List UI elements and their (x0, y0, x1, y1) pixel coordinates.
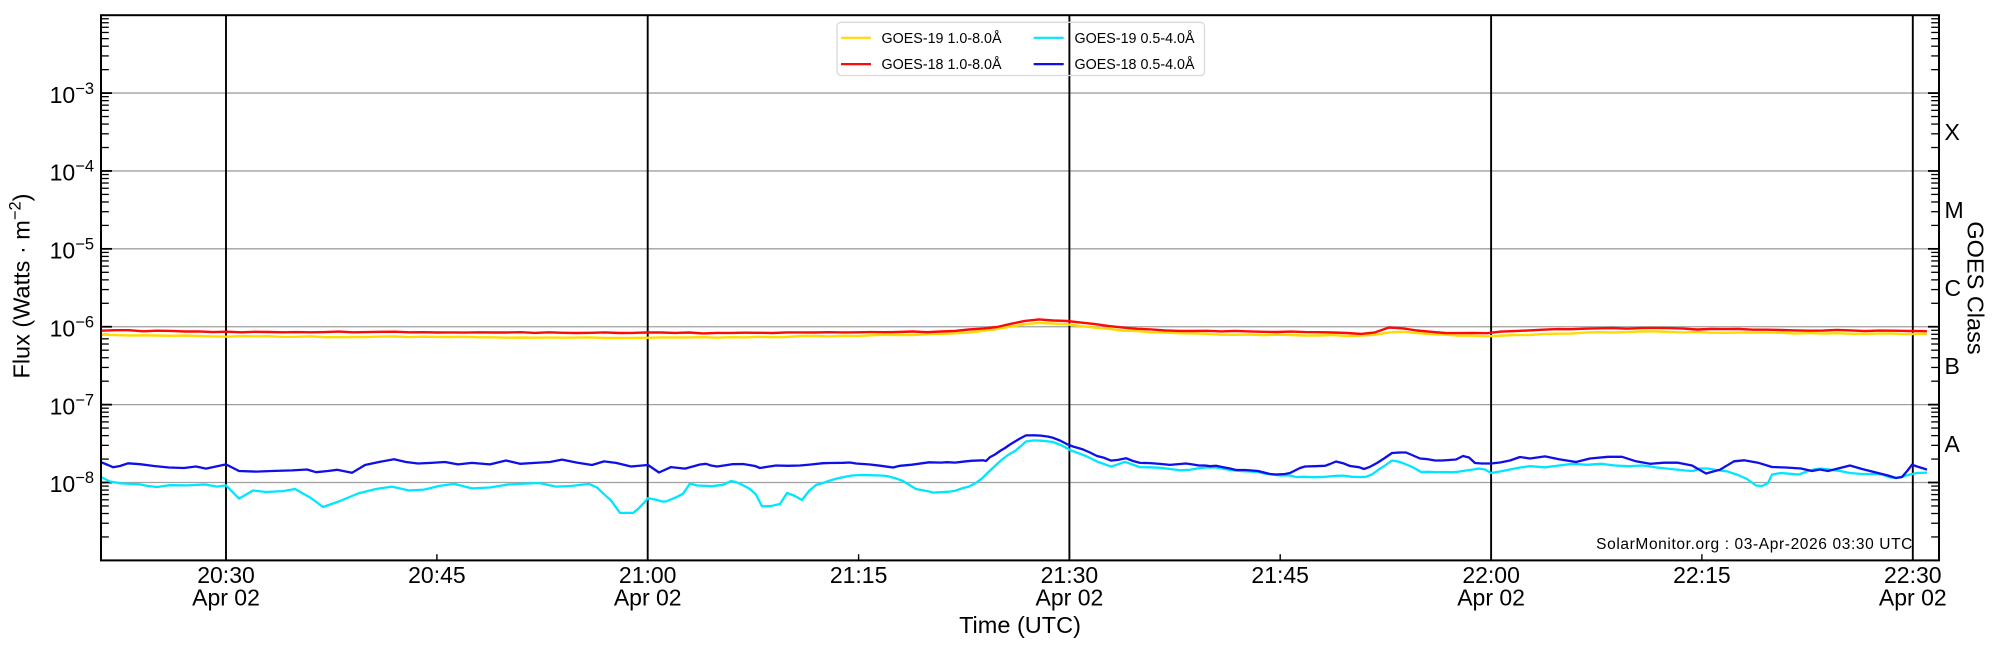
svg-text:21:45: 21:45 (1251, 562, 1309, 588)
svg-text:SolarMonitor.org : 03-Apr-2026: SolarMonitor.org : 03-Apr-2026 03:30 UTC (1596, 536, 1913, 553)
svg-text:20:45: 20:45 (408, 562, 466, 588)
svg-text:21:30: 21:30 (1041, 562, 1099, 588)
svg-text:B: B (1945, 353, 1960, 379)
svg-text:Apr 02: Apr 02 (1879, 585, 1947, 611)
svg-text:10−5: 10−5 (50, 236, 94, 264)
svg-text:Apr 02: Apr 02 (1036, 585, 1104, 611)
svg-text:10−8: 10−8 (50, 469, 94, 497)
svg-text:22:15: 22:15 (1673, 562, 1731, 588)
svg-text:Time (UTC): Time (UTC) (959, 612, 1081, 638)
svg-text:Apr 02: Apr 02 (614, 585, 682, 611)
svg-text:Apr 02: Apr 02 (1457, 585, 1525, 611)
svg-text:GOES-19 0.5-4.0Å: GOES-19 0.5-4.0Å (1075, 30, 1195, 47)
svg-text:21:00: 21:00 (619, 562, 677, 588)
svg-text:Flux (Watts · m−2): Flux (Watts · m−2) (7, 193, 35, 378)
svg-text:GOES-18 0.5-4.0Å: GOES-18 0.5-4.0Å (1075, 56, 1195, 73)
svg-text:10−6: 10−6 (50, 313, 94, 341)
svg-text:20:30: 20:30 (197, 562, 255, 588)
svg-text:X: X (1945, 119, 1960, 145)
svg-text:GOES-18 1.0-8.0Å: GOES-18 1.0-8.0Å (882, 56, 1002, 73)
svg-text:10−7: 10−7 (50, 391, 94, 419)
svg-text:GOES-19 1.0-8.0Å: GOES-19 1.0-8.0Å (882, 30, 1002, 47)
svg-text:10−4: 10−4 (50, 158, 94, 186)
svg-text:22:30: 22:30 (1884, 562, 1942, 588)
svg-text:GOES Class: GOES Class (1963, 221, 1989, 354)
svg-text:A: A (1945, 431, 1961, 457)
svg-text:M: M (1945, 197, 1964, 223)
svg-text:22:00: 22:00 (1462, 562, 1520, 588)
svg-text:Apr 02: Apr 02 (192, 585, 260, 611)
svg-text:10−3: 10−3 (50, 80, 94, 108)
svg-text:21:15: 21:15 (830, 562, 888, 588)
svg-text:C: C (1945, 275, 1962, 301)
